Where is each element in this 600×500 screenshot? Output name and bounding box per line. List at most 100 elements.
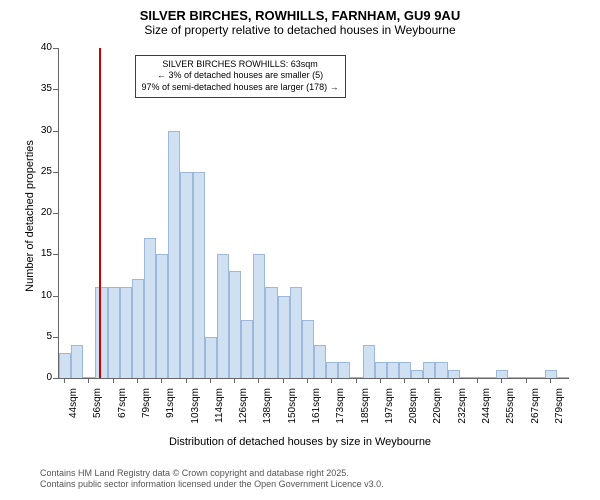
annotation-line: 97% of semi-detached houses are larger (… [142, 82, 339, 94]
x-tick-mark [526, 378, 527, 383]
x-tick-mark [307, 378, 308, 383]
y-tick-mark [53, 131, 58, 132]
y-tick-label: 15 [30, 248, 52, 259]
attribution-line1: Contains HM Land Registry data © Crown c… [40, 468, 384, 479]
histogram-bar [399, 362, 411, 379]
histogram-bar [83, 377, 95, 378]
histogram-bar [338, 362, 350, 379]
histogram-bar [326, 362, 338, 379]
histogram-bar [314, 345, 326, 378]
x-tick-label: 220sqm [432, 388, 443, 430]
x-tick-label: 79sqm [141, 388, 152, 430]
histogram-bar [545, 370, 557, 378]
histogram-bar [120, 287, 132, 378]
x-tick-label: 44sqm [68, 388, 79, 430]
x-tick-mark [88, 378, 89, 383]
x-tick-mark [137, 378, 138, 383]
x-tick-label: 67sqm [117, 388, 128, 430]
histogram-bar [156, 254, 168, 378]
attribution-line2: Contains public sector information licen… [40, 479, 384, 490]
histogram-bar [411, 370, 423, 378]
x-tick-label: 161sqm [311, 388, 322, 430]
y-tick-mark [53, 378, 58, 379]
y-tick-mark [53, 213, 58, 214]
histogram-bar [253, 254, 265, 378]
x-tick-label: 91sqm [165, 388, 176, 430]
histogram-bar [217, 254, 229, 378]
x-tick-label: 150sqm [287, 388, 298, 430]
histogram-bar [290, 287, 302, 378]
x-tick-mark [501, 378, 502, 383]
chart-container: SILVER BIRCHES, ROWHILLS, FARNHAM, GU9 9… [0, 0, 600, 500]
histogram-bar [95, 287, 107, 378]
x-tick-mark [428, 378, 429, 383]
x-tick-label: 232sqm [457, 388, 468, 430]
y-tick-label: 25 [30, 166, 52, 177]
annotation-box: SILVER BIRCHES ROWHILLS: 63sqm← 3% of de… [135, 55, 346, 98]
x-tick-label: 173sqm [335, 388, 346, 430]
y-tick-label: 10 [30, 290, 52, 301]
x-tick-label: 279sqm [554, 388, 565, 430]
histogram-bar [387, 362, 399, 379]
histogram-bar [71, 345, 83, 378]
x-tick-mark [380, 378, 381, 383]
x-tick-mark [113, 378, 114, 383]
x-tick-mark [161, 378, 162, 383]
histogram-bar [205, 337, 217, 378]
histogram-bar [363, 345, 375, 378]
annotation-line: SILVER BIRCHES ROWHILLS: 63sqm [142, 59, 339, 71]
x-tick-label: 56sqm [92, 388, 103, 430]
x-tick-label: 138sqm [262, 388, 273, 430]
x-tick-label: 185sqm [360, 388, 371, 430]
histogram-bar [168, 131, 180, 379]
x-tick-mark [331, 378, 332, 383]
x-tick-mark [283, 378, 284, 383]
x-tick-label: 114sqm [214, 388, 225, 430]
y-tick-mark [53, 254, 58, 255]
x-tick-label: 267sqm [530, 388, 541, 430]
histogram-bar [448, 370, 460, 378]
histogram-bar [278, 296, 290, 379]
histogram-bar [108, 287, 120, 378]
y-tick-mark [53, 89, 58, 90]
x-tick-mark [477, 378, 478, 383]
histogram-bar [484, 377, 496, 378]
x-tick-mark [64, 378, 65, 383]
histogram-bar [132, 279, 144, 378]
chart-title-sub: Size of property relative to detached ho… [0, 23, 600, 41]
chart-title-main: SILVER BIRCHES, ROWHILLS, FARNHAM, GU9 9… [0, 0, 600, 23]
histogram-bar [460, 377, 472, 378]
y-tick-mark [53, 48, 58, 49]
y-tick-mark [53, 172, 58, 173]
x-tick-label: 208sqm [408, 388, 419, 430]
histogram-bar [241, 320, 253, 378]
x-tick-label: 103sqm [190, 388, 201, 430]
y-tick-label: 30 [30, 125, 52, 136]
y-tick-label: 5 [30, 331, 52, 342]
histogram-bar [265, 287, 277, 378]
histogram-bar [533, 377, 545, 378]
x-tick-mark [210, 378, 211, 383]
histogram-bar [229, 271, 241, 378]
y-tick-label: 0 [30, 372, 52, 383]
annotation-line: ← 3% of detached houses are smaller (5) [142, 70, 339, 82]
histogram-bar [302, 320, 314, 378]
y-tick-mark [53, 337, 58, 338]
histogram-bar [180, 172, 192, 378]
x-tick-mark [258, 378, 259, 383]
histogram-bar [375, 362, 387, 379]
histogram-bar [508, 377, 520, 378]
x-tick-label: 255sqm [505, 388, 516, 430]
histogram-bar [496, 370, 508, 378]
x-tick-mark [356, 378, 357, 383]
x-tick-mark [550, 378, 551, 383]
x-axis-label: Distribution of detached houses by size … [0, 436, 600, 448]
histogram-bar [423, 362, 435, 379]
reference-line [99, 48, 101, 378]
y-tick-label: 35 [30, 83, 52, 94]
x-tick-mark [186, 378, 187, 383]
histogram-bar [144, 238, 156, 378]
x-tick-mark [234, 378, 235, 383]
attribution-text: Contains HM Land Registry data © Crown c… [40, 468, 384, 490]
histogram-bar [193, 172, 205, 378]
